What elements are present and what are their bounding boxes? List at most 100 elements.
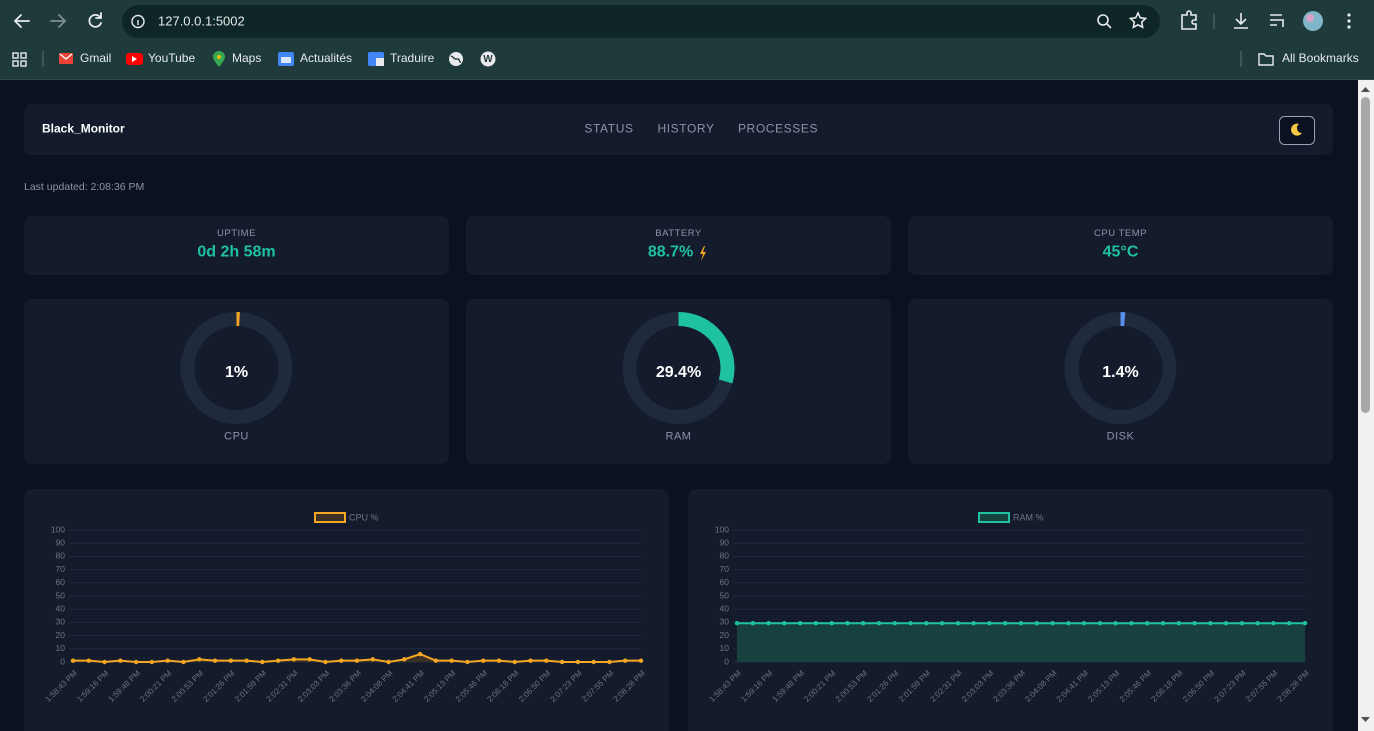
data-point [1145,620,1150,626]
data-point [323,659,328,665]
area-fill [737,623,1305,662]
data-point [908,620,913,626]
data-point [861,620,866,626]
data-point [1176,620,1181,626]
data-point [386,659,391,665]
bookmark[interactable]: Maps [232,51,261,65]
stat-label: UPTIME [217,228,256,239]
navbar [24,104,1333,155]
all-bookmarks[interactable]: All Bookmarks [1282,51,1359,65]
gauge-label: CPU [224,430,249,442]
data-point [607,659,612,665]
data-point [465,659,470,665]
data-point [260,659,265,665]
menu-button[interactable] [1347,13,1351,29]
reload-button[interactable] [88,12,102,28]
chart-card [688,489,1333,731]
data-point [70,658,76,663]
url[interactable]: 127.0.0.1:5002 [158,13,245,28]
data-point [845,620,850,626]
data-point [829,620,834,626]
data-point [307,657,312,662]
bookmark[interactable]: Traduire [390,51,435,65]
data-point [512,659,517,665]
gauge-value: 1% [225,364,248,381]
gauge-arc [1064,312,1177,424]
gauge-card [466,299,891,464]
legend-swatch [314,512,346,523]
data-point [575,659,581,665]
downloads-icon[interactable] [1234,13,1248,29]
data-point [1271,620,1276,626]
scroll-down[interactable] [1361,717,1370,722]
gauge-value: 29.4% [656,364,701,381]
scroll-up[interactable] [1361,87,1370,92]
data-point [291,657,297,662]
chart-card [24,489,669,731]
data-point [1129,620,1134,626]
scrollbar-thumb[interactable] [1361,97,1370,413]
youtube-icon-detail [132,56,137,62]
nav-link[interactable]: PROCESSES [738,122,818,136]
bookmark-star[interactable] [1128,11,1148,29]
apps-icon[interactable] [12,52,27,67]
y-tick-label: 10 [56,643,66,653]
data-point [1050,620,1055,626]
last-updated: Last updated: 2:08:36 PM [24,181,144,193]
data-point [228,658,233,663]
data-point [623,658,628,663]
data-point [417,651,423,657]
bookmark[interactable]: Actualités [300,51,352,65]
folder-icon [1258,53,1274,66]
bookmark[interactable]: YouTube [148,51,195,65]
data-point [987,620,992,626]
data-point [402,657,407,662]
y-tick-label: 40 [720,603,730,613]
y-tick-label: 50 [56,590,66,600]
bookmark[interactable]: Gmail [80,51,111,65]
data-point [1081,620,1087,626]
data-point [1018,620,1024,626]
y-tick-label: 0 [724,656,729,666]
media-icon[interactable] [1270,14,1284,27]
extensions-icon[interactable] [1181,10,1197,30]
y-tick-label: 80 [720,551,730,561]
zoom-icon[interactable] [1097,14,1109,26]
data-point [181,659,186,665]
gauge-card [24,299,449,464]
nav-link[interactable]: STATUS [584,122,633,136]
stat-label: CPU TEMP [1094,228,1147,239]
data-point [766,620,771,626]
back-button[interactable] [13,14,30,28]
y-tick-label: 30 [720,617,730,627]
data-point [433,658,439,663]
wordpress-bookmark[interactable] [480,51,496,67]
maps-icon-detail [217,55,221,59]
data-point [86,658,91,663]
y-tick-label: 80 [56,551,66,561]
address-bar[interactable] [122,5,1160,38]
data-point [339,658,344,663]
data-point [149,659,155,665]
data-point [212,658,218,663]
stat-value: 45°C [1103,244,1139,261]
data-point [734,620,740,626]
gmail-icon-detail [59,53,73,60]
legend-swatch [978,512,1010,523]
y-tick-label: 50 [720,590,730,600]
profile-avatar[interactable] [1303,11,1323,31]
forward-button[interactable] [50,14,67,28]
gauge-card [908,299,1333,464]
y-tick-label: 90 [720,537,730,547]
news-icon-detail [281,57,291,63]
data-point [1003,620,1008,626]
site-info-icon[interactable] [131,14,145,29]
y-tick-label: 60 [56,577,66,587]
wordpress-glyph: W [483,54,493,65]
nav-link[interactable]: HISTORY [657,122,714,136]
data-point [876,620,882,626]
data-point [133,659,139,665]
y-tick-label: 40 [56,603,66,613]
data-point [1302,620,1308,626]
